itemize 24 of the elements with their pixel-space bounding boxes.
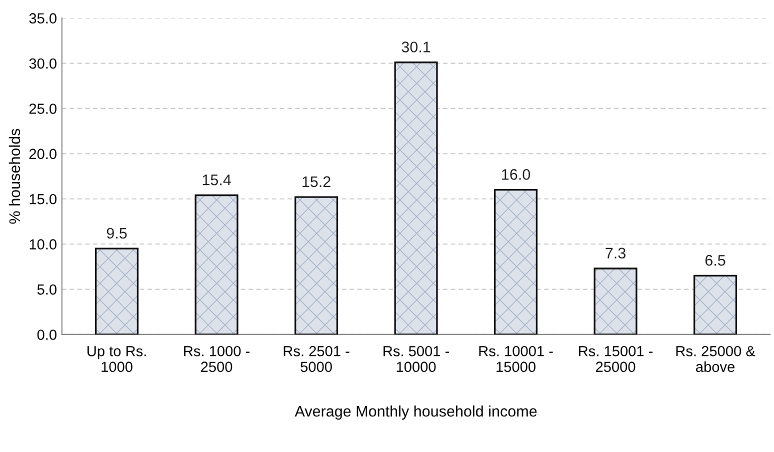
data-label: 7.3 <box>606 248 626 259</box>
x-tick-label: Rs. 5001 - 10000 <box>384 346 450 372</box>
data-label: 16.0 <box>502 169 530 180</box>
x-tick-label: Rs. 2501 - 5000 <box>284 346 350 372</box>
y-tick-label: 15.0 <box>30 194 56 204</box>
y-tick-label: 30.0 <box>29 58 56 69</box>
y-axis-title: % households <box>8 128 20 224</box>
y-tick-label: 20.0 <box>29 148 56 160</box>
data-label: 30.1 <box>402 42 430 52</box>
x-axis-title: Average Monthly household income <box>294 405 537 420</box>
x-tick-label: Rs. 25000 & above <box>676 346 756 372</box>
data-label: 15.4 <box>202 174 231 186</box>
y-tick-label: 10.0 <box>30 239 56 250</box>
x-tick-label: Up to Rs. 1000 <box>88 346 146 372</box>
y-tick-label: 35.0 <box>29 13 56 24</box>
x-tick-label: Rs. 10001 - 15000 <box>479 346 553 372</box>
y-tick-label: 0.0 <box>37 330 56 340</box>
data-label: 6.5 <box>705 254 726 266</box>
y-tick-label: 25.0 <box>29 104 56 114</box>
y-tick-label: 5.0 <box>37 284 56 295</box>
x-tick-label: Rs. 15001 - 25000 <box>579 346 653 372</box>
data-label: 15.2 <box>302 176 330 188</box>
data-label: 9.5 <box>106 228 127 239</box>
x-tick-label: Rs. 1000 - 2500 <box>184 346 250 372</box>
